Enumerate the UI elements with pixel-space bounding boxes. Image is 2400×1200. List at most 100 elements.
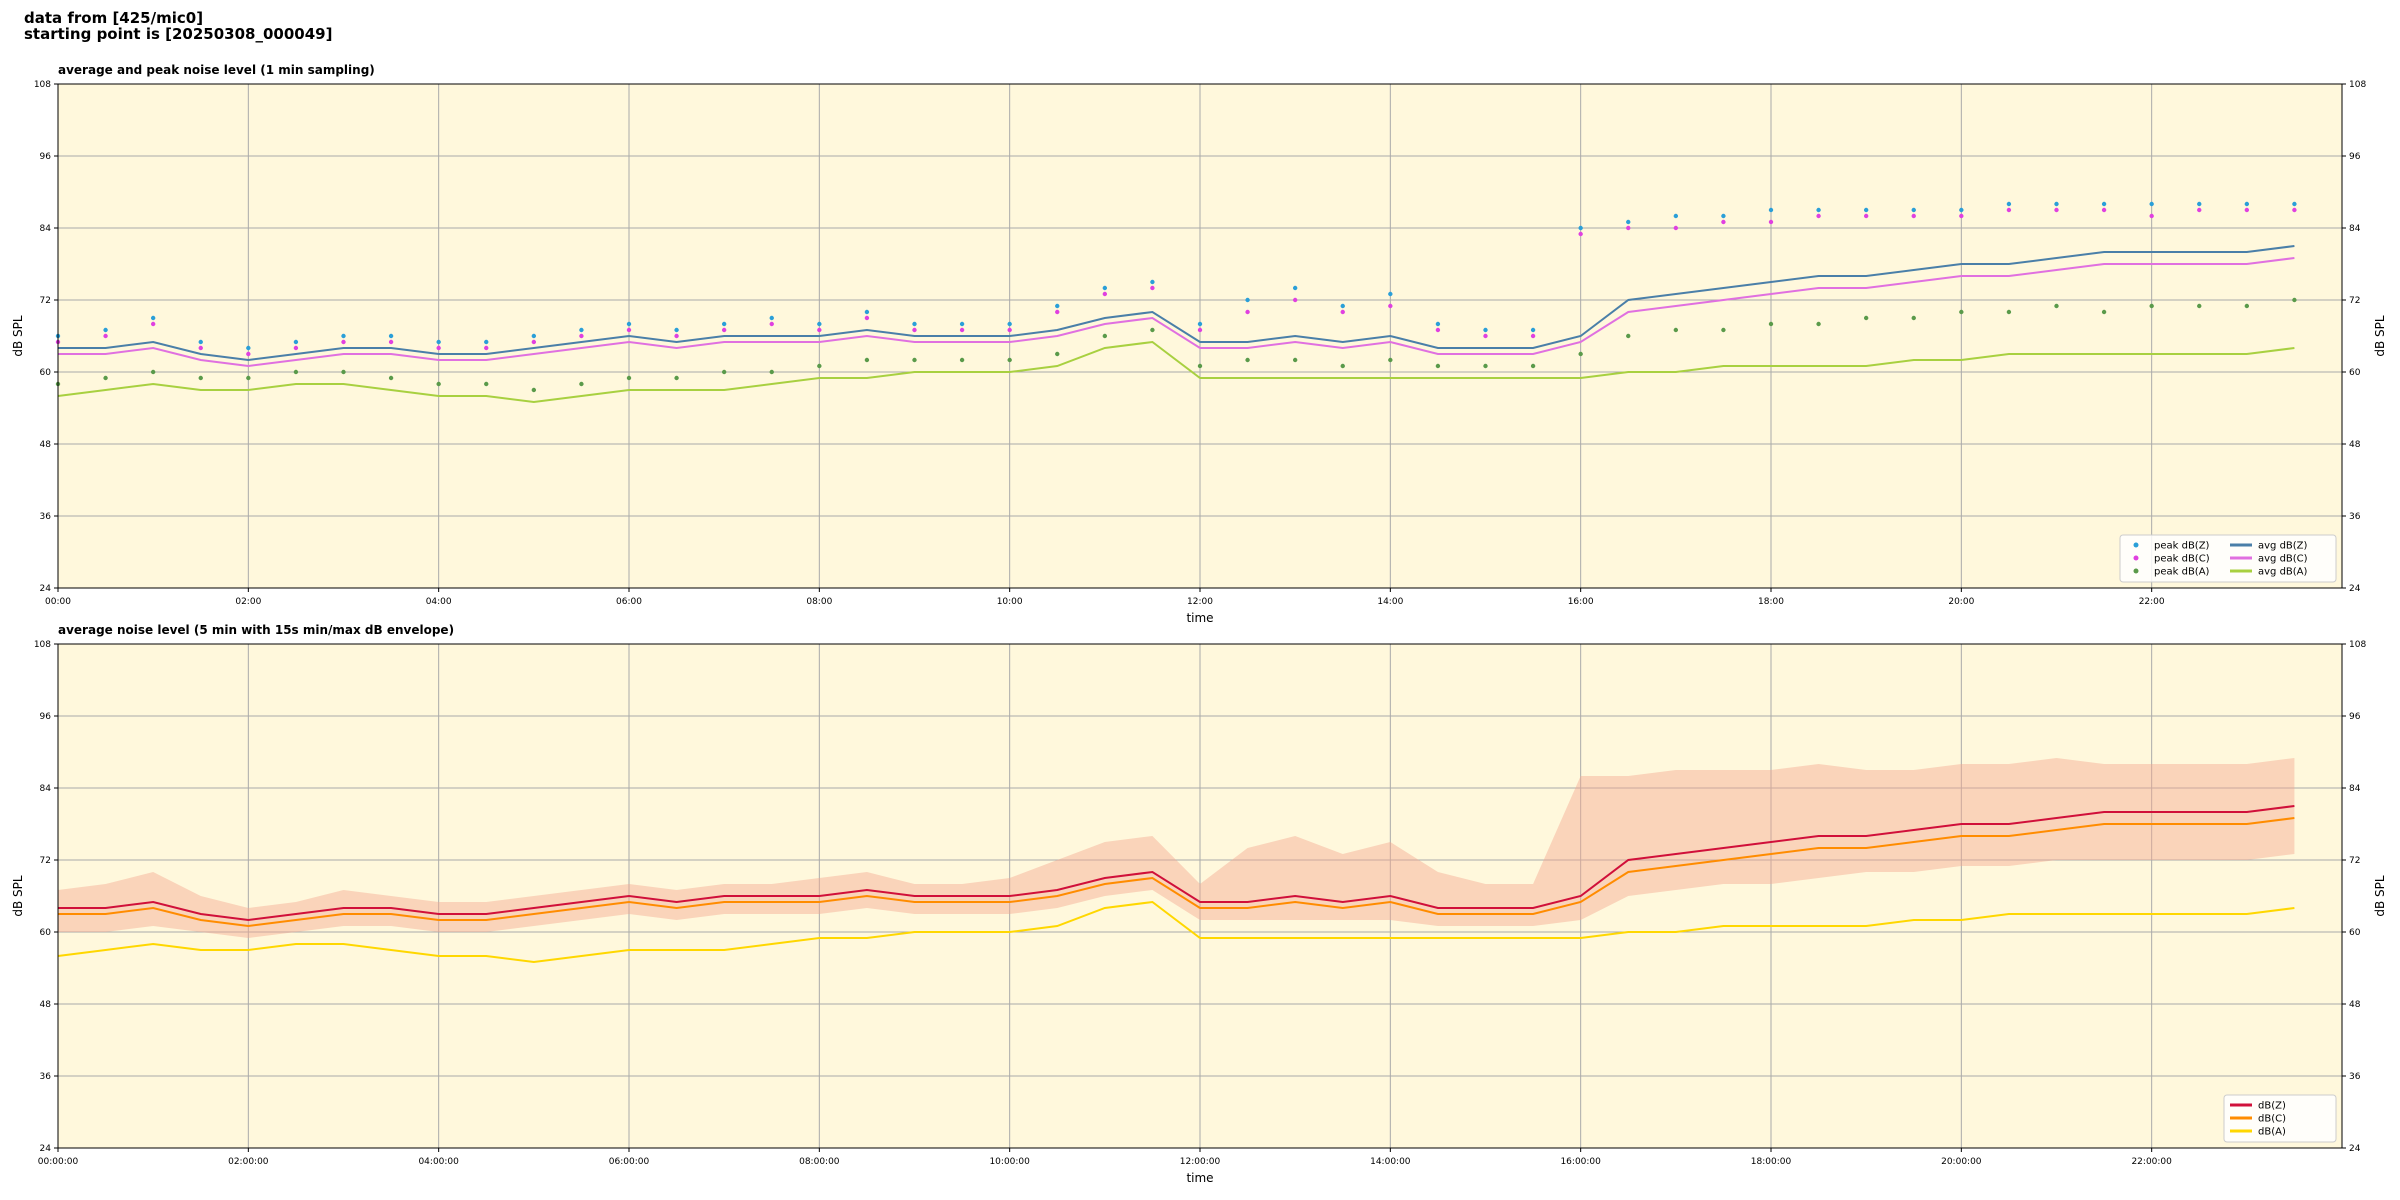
legend-marker (2133, 555, 2139, 561)
y-tick-label: 72 (40, 296, 51, 306)
x-tick-label: 16:00 (1568, 597, 1594, 607)
peak-point (198, 375, 203, 381)
y2-tick-label: 24 (2349, 584, 2361, 594)
x-tick-label: 14:00:00 (1370, 1157, 1411, 1167)
peak-point (388, 375, 394, 381)
peak-point (1673, 327, 1679, 333)
peak-point (912, 321, 917, 327)
y-tick-label: 60 (40, 368, 52, 378)
peak-point (1530, 363, 1536, 369)
x-tick-label: 02:00:00 (228, 1157, 269, 1167)
peak-point (531, 333, 537, 339)
x-tick-label: 20:00 (1948, 597, 1974, 607)
peak-point (959, 321, 965, 327)
peak-point (388, 333, 394, 339)
y2-axis-label: dB SPL (2373, 875, 2387, 917)
x-tick-label: 16:00:00 (1560, 1157, 1601, 1167)
peak-point (388, 339, 394, 345)
legend-marker (2133, 568, 2139, 574)
peak-point (2006, 309, 2012, 315)
peak-point (484, 339, 489, 345)
peak-point (1530, 333, 1536, 339)
x-tick-label: 12:00 (1187, 597, 1213, 607)
peak-point (1911, 213, 1916, 219)
peak-point (1626, 225, 1631, 231)
legend-marker (2133, 542, 2139, 548)
peak-point (436, 381, 441, 387)
legend-box (2119, 534, 2337, 583)
x-axis-label: time (1186, 1171, 1213, 1185)
peak-point (626, 327, 632, 333)
peak-point (2101, 201, 2107, 207)
peak-point (341, 339, 346, 345)
x-tick-label: 10:00 (997, 597, 1023, 607)
y2-tick-label: 72 (2349, 856, 2360, 866)
peak-point (769, 321, 774, 327)
peak-point (1816, 207, 1821, 213)
peak-point (150, 369, 156, 375)
peak-point (721, 369, 727, 375)
peak-point (2149, 201, 2154, 207)
peak-point (959, 357, 965, 363)
peak-point (2101, 309, 2107, 315)
peak-point (626, 321, 632, 327)
peak-point (1007, 357, 1012, 363)
peak-point (436, 345, 441, 351)
peak-point (1007, 321, 1012, 327)
x-tick-label: 08:00 (806, 597, 832, 607)
series-line (58, 245, 2295, 362)
x-tick-label: 22:00 (2139, 597, 2165, 607)
peak-point (721, 321, 727, 327)
peak-point (103, 333, 108, 339)
peak-point (2006, 201, 2012, 207)
peak-point (2054, 201, 2059, 207)
x-tick-label: 08:00:00 (799, 1157, 840, 1167)
peak-point (2101, 207, 2107, 213)
peak-point (484, 381, 489, 387)
y-tick-label: 72 (40, 856, 51, 866)
peak-point (484, 345, 489, 351)
series-line (58, 257, 2295, 368)
series-line (57, 340, 2295, 404)
peak-point (1673, 225, 1679, 231)
peak-point (1816, 213, 1821, 219)
y-tick-label: 24 (40, 1144, 52, 1154)
peak-point (912, 357, 917, 363)
header-line: starting point is [20250308_000049] (24, 25, 332, 43)
y-tick-label: 24 (40, 584, 52, 594)
peak-point (1102, 291, 1108, 297)
peak-point (341, 333, 346, 339)
peak-point (2197, 303, 2202, 309)
legend-label: peak dB(Z) (2154, 541, 2210, 552)
peak-point (959, 327, 965, 333)
peak-point (2149, 213, 2154, 219)
peak-point (531, 339, 537, 345)
peak-point (1150, 327, 1155, 333)
peak-point (579, 381, 584, 387)
peak-point (1388, 357, 1393, 363)
peak-point (1197, 363, 1203, 369)
legend-label: avg dB(C) (2258, 554, 2308, 565)
y2-tick-label: 84 (2349, 784, 2361, 794)
peak-point (1530, 327, 1536, 333)
y2-tick-label: 60 (2349, 928, 2361, 938)
peak-point (1340, 363, 1345, 369)
peak-point (1102, 285, 1108, 291)
x-tick-label: 02:00 (235, 597, 261, 607)
peak-point (2149, 303, 2154, 309)
y-tick-label: 36 (40, 512, 52, 522)
peak-point (2054, 207, 2059, 213)
peak-point (2006, 207, 2012, 213)
x-tick-label: 06:00:00 (609, 1157, 650, 1167)
legend-label: dB(Z) (2258, 1101, 2286, 1112)
x-tick-label: 10:00:00 (989, 1157, 1030, 1167)
peak-point (2054, 303, 2059, 309)
peak-point (1626, 219, 1631, 225)
y2-tick-label: 84 (2349, 224, 2361, 234)
x-tick-label: 18:00 (1758, 597, 1784, 607)
legend-label: avg dB(Z) (2258, 541, 2308, 552)
y-axis-label: dB SPL (11, 875, 25, 917)
y2-tick-label: 96 (2349, 712, 2361, 722)
peak-point (1721, 219, 1726, 225)
y-tick-label: 48 (40, 1000, 52, 1010)
